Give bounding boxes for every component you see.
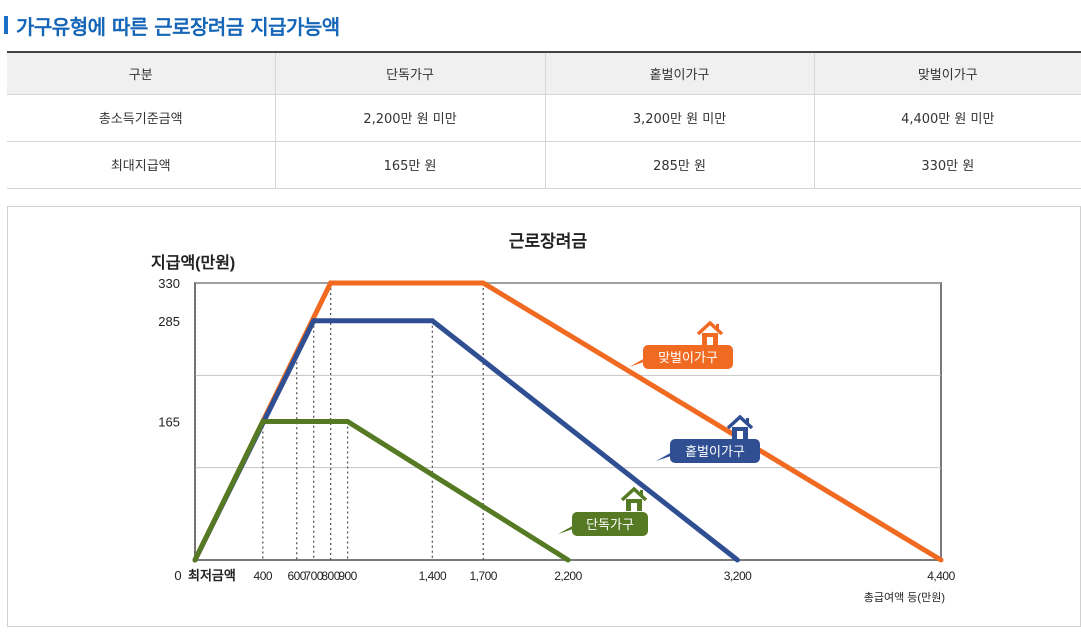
header-dual-earner-household: 맞벌이가구 bbox=[813, 51, 1081, 95]
x-tick-label: 2,200 bbox=[554, 569, 582, 583]
series-label: 홑벌이가구 bbox=[685, 444, 745, 459]
x-tick-label: 900 bbox=[338, 569, 357, 583]
heading-accent-bar bbox=[4, 16, 8, 34]
x-axis-label: 총급여액 등(만원) bbox=[864, 591, 945, 604]
table-row: 최대지급액 165만 원 285만 원 330만 원 bbox=[7, 141, 1081, 189]
header-single-earner-household: 홑벌이가구 bbox=[544, 51, 814, 95]
house-icon bbox=[620, 486, 648, 502]
header-category: 구분 bbox=[7, 51, 275, 95]
table-cell: 2,200만 원 미만 bbox=[274, 94, 545, 142]
label-pointer bbox=[558, 524, 576, 534]
series-label-badge bbox=[670, 439, 760, 463]
table-cell: 330만 원 bbox=[813, 141, 1081, 189]
y-tick-label: 0 bbox=[174, 568, 181, 583]
y-tick-label: 330 bbox=[158, 276, 180, 291]
x-tick-label: 700 bbox=[304, 569, 323, 583]
header-single-household: 단독가구 bbox=[274, 51, 545, 95]
table-cell: 4,400만 원 미만 bbox=[813, 94, 1081, 142]
table-cell: 285만 원 bbox=[544, 141, 814, 189]
x-tick-label: 400 bbox=[254, 569, 273, 583]
y-tick-label: 285 bbox=[158, 314, 180, 329]
house-icon-door bbox=[737, 431, 743, 439]
house-icon-chimney bbox=[716, 324, 719, 330]
chart-title: 근로장려금 bbox=[509, 232, 588, 251]
x-tick-label: 800 bbox=[321, 569, 340, 583]
table-header-row: 구분 단독가구 홑벌이가구 맞벌이가구 bbox=[7, 51, 1081, 95]
table-cell: 3,200만 원 미만 bbox=[544, 94, 814, 142]
row-label-income-threshold: 총소득기준금액 bbox=[7, 94, 275, 142]
eitc-line-chart: 근로장려금 지급액(만원) 총급여액 등(만원) 최저금액 0 165 285 330… bbox=[151, 232, 956, 604]
house-icon-chimney bbox=[640, 490, 643, 496]
row-label-max-payment: 최대지급액 bbox=[7, 141, 275, 189]
x-tick-label: 4,400 bbox=[927, 569, 955, 583]
label-pointer bbox=[656, 451, 674, 461]
x-tick-label: 3,200 bbox=[724, 569, 752, 583]
chart-container: 근로장려금 지급액(만원) 총급여액 등(만원) 최저금액 0 165 285 330… bbox=[7, 206, 1081, 627]
house-icon bbox=[696, 320, 724, 336]
series-label: 단독가구 bbox=[586, 517, 634, 532]
house-icon-door bbox=[707, 337, 713, 345]
series-label: 맞벌이가구 bbox=[658, 350, 718, 365]
x-tick-label: 600 bbox=[287, 569, 306, 583]
x-tick-label: 1,700 bbox=[469, 569, 497, 583]
x-start-label: 최저금액 bbox=[188, 568, 236, 583]
section-heading: 가구유형에 따른 근로장려금 지급가능액 bbox=[4, 10, 340, 40]
y-axis-label: 지급액(만원) bbox=[151, 253, 235, 272]
house-icon-door bbox=[631, 503, 637, 511]
series-label-badge bbox=[572, 512, 648, 536]
series-line bbox=[192, 419, 571, 563]
house-icon bbox=[726, 414, 754, 430]
eitc-summary-table: 구분 단독가구 홑벌이가구 맞벌이가구 총소득기준금액 2,200만 원 미만 … bbox=[7, 51, 1081, 189]
y-tick-label: 165 bbox=[158, 415, 180, 430]
label-pointer bbox=[629, 357, 647, 367]
heading-title: 가구유형에 따른 근로장려금 지급가능액 bbox=[16, 14, 340, 39]
table-row: 총소득기준금액 2,200만 원 미만 3,200만 원 미만 4,400만 원… bbox=[7, 94, 1081, 142]
series-label-badge bbox=[643, 345, 733, 369]
x-tick-label: 1,400 bbox=[419, 569, 447, 583]
table-cell: 165만 원 bbox=[274, 141, 545, 189]
house-icon-chimney bbox=[746, 418, 749, 424]
